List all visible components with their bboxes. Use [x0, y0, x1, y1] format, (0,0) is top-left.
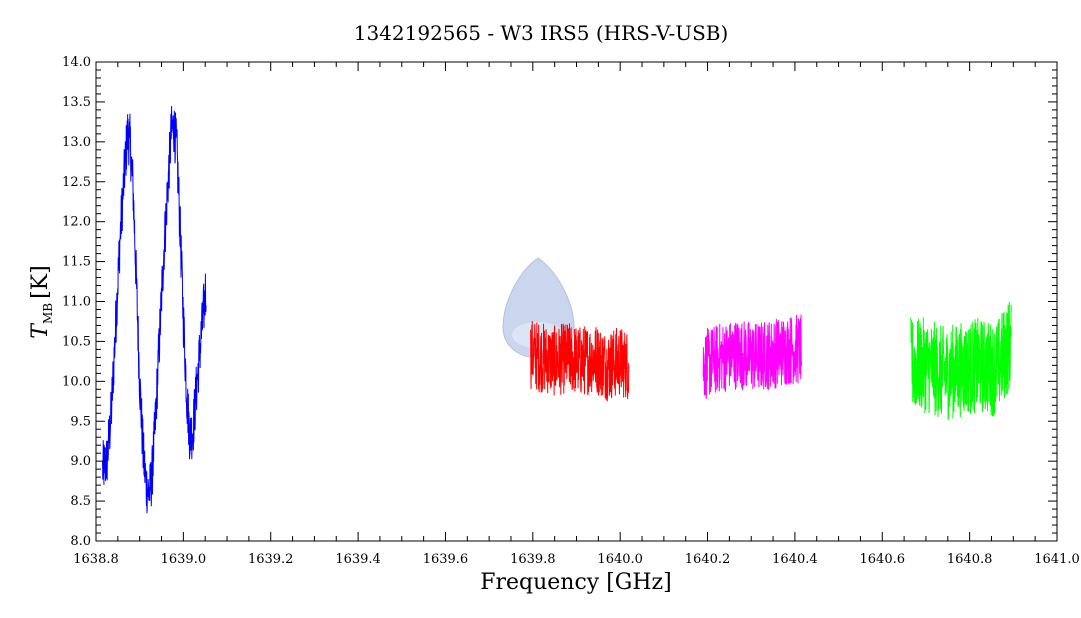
svg-text:TMB[K]: TMB [K] [28, 265, 55, 338]
y-axis: 8.0 8.5 9.0 9.5 10.0 10.5 11.0 11.5 12.0 12.5 13.0… [62, 55, 1057, 549]
y-tick-label: 10.5 [62, 334, 91, 349]
x-tick-label: 1640.4 [772, 552, 818, 567]
y-tick-label: 11.5 [62, 255, 91, 270]
y-tick-label: 8.0 [70, 534, 91, 549]
x-tick-label: 1641.0 [1034, 552, 1080, 567]
series-line-3 [910, 301, 1012, 420]
y-tick-label: 9.0 [70, 454, 91, 469]
y-axis-title-unit: [K] [28, 265, 53, 299]
y-tick-label: 8.5 [70, 494, 91, 509]
x-axis-title: Frequency [GHz] [480, 570, 672, 595]
data-layer [102, 106, 1012, 514]
y-tick-label: 10.0 [62, 374, 91, 389]
x-tick-label: 1639.0 [161, 552, 207, 567]
y-tick-label: 13.5 [62, 95, 91, 110]
chart-title: 1342192565 - W3 IRS5 (HRS-V-USB) [354, 21, 729, 45]
y-axis-title: TMB [K] [28, 265, 55, 338]
x-tick-label: 1639.6 [423, 552, 469, 567]
x-tick-label: 1638.8 [73, 552, 119, 567]
y-tick-label: 13.0 [62, 135, 91, 150]
y-axis-title-main: T [28, 322, 53, 339]
y-tick-label: 12.0 [62, 215, 91, 230]
x-tick-label: 1639.2 [248, 552, 294, 567]
x-tick-label: 1639.8 [510, 552, 556, 567]
x-axis: 1638.8 1639.0 1639.2 1639.4 1639.6 1639.8 1640… [73, 62, 1080, 567]
x-tick-label: 1640.2 [685, 552, 731, 567]
series-line-0 [102, 106, 207, 514]
y-tick-label: 12.5 [62, 175, 91, 190]
y-tick-label: 14.0 [62, 55, 91, 70]
x-tick-label: 1640.8 [947, 552, 993, 567]
x-tick-label: 1639.4 [335, 552, 381, 567]
y-tick-label: 11.0 [62, 295, 91, 310]
series-line-1 [530, 320, 630, 402]
y-axis-title-sub: MB [41, 303, 55, 324]
y-tick-label: 9.5 [70, 414, 91, 429]
series-line-2 [702, 314, 802, 399]
x-tick-label: 1640.6 [860, 552, 906, 567]
x-tick-label: 1640.0 [597, 552, 643, 567]
